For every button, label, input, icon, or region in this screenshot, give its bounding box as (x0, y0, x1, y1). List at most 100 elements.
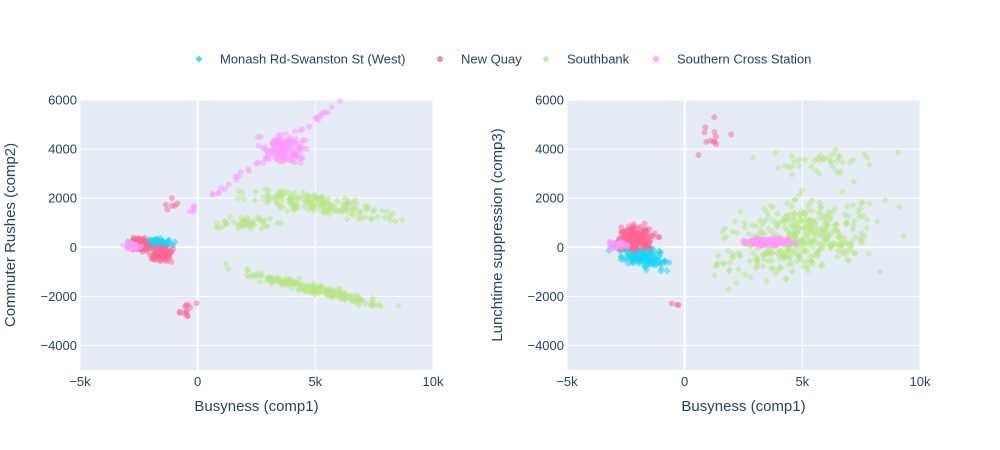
x-tick-label: 10k (910, 374, 931, 389)
data-point-southbank (849, 201, 857, 209)
data-point-monash-rd-swanston-st-west- (642, 252, 650, 260)
data-point-southbank (793, 227, 801, 236)
data-point-southbank (278, 203, 287, 211)
data-point-southbank (355, 301, 363, 309)
data-point-southbank (343, 215, 351, 223)
data-point-southbank (791, 196, 799, 204)
data-point-southbank (215, 224, 223, 232)
data-point-new-quay (639, 235, 646, 242)
data-point-southbank (357, 296, 365, 304)
data-point-southbank (340, 288, 348, 296)
data-point-southbank (803, 247, 811, 255)
data-point-southbank (798, 186, 806, 195)
data-point-new-quay (711, 114, 718, 121)
y-axis-title: Lunchtime suppression (comp3) (489, 128, 506, 341)
data-point-southbank (785, 255, 793, 263)
data-point-southbank (830, 240, 839, 248)
data-point-southbank (851, 233, 859, 242)
data-point-southbank (804, 206, 812, 215)
data-point-southbank (295, 274, 304, 283)
data-point-southbank (381, 214, 389, 222)
data-point-southbank (786, 215, 794, 223)
data-point-southern-cross-station (742, 238, 749, 245)
legend-marker (653, 56, 659, 62)
data-point-new-quay (193, 300, 200, 307)
data-point-southbank (824, 238, 833, 247)
data-point-southern-cross-station (756, 236, 763, 243)
data-point-monash-rd-swanston-st-west- (656, 249, 664, 257)
subplot-1: −5k 0 5k 10k −4000 −2000 0 2000 4000 6000 Busyness… (2, 93, 444, 416)
data-point-southbank (352, 200, 361, 208)
y-tick-label: 4000 (48, 142, 77, 157)
data-point-southbank (756, 216, 764, 225)
data-point-southern-cross-station (292, 128, 299, 135)
legend-item: New Quay (437, 52, 522, 67)
data-point-southbank (785, 261, 793, 269)
data-point-southbank (827, 214, 835, 222)
data-point-southbank (724, 247, 732, 255)
data-point-southbank (287, 195, 296, 203)
data-point-southbank (331, 288, 339, 297)
data-point-southbank (336, 289, 345, 297)
data-point-southbank (801, 155, 809, 163)
data-point-southbank (316, 281, 324, 290)
data-point-southbank (373, 213, 382, 221)
data-point-monash-rd-swanston-st-west- (652, 261, 660, 269)
data-point-southbank (807, 252, 815, 261)
data-point-southbank (243, 271, 251, 279)
data-point-southbank (895, 203, 903, 211)
data-point-southbank (837, 168, 845, 176)
data-point-new-quay (152, 244, 159, 251)
data-point-southern-cross-station (265, 152, 272, 159)
data-point-southbank (710, 271, 719, 279)
data-point-southbank (719, 259, 727, 267)
data-point-southbank (791, 222, 799, 230)
data-point-southbank (830, 226, 838, 235)
data-point-southbank (361, 213, 369, 221)
data-point-southbank (349, 211, 357, 219)
data-point-southbank (383, 207, 391, 216)
data-point-southbank (772, 269, 780, 277)
data-point-southbank (358, 215, 366, 223)
data-point-southbank (736, 252, 744, 260)
data-point-southbank (370, 206, 379, 214)
data-point-southbank (786, 252, 794, 261)
data-point-southbank (724, 285, 733, 293)
data-point-southbank (801, 219, 809, 227)
data-point-southbank (291, 205, 299, 213)
data-point-southbank (776, 254, 784, 263)
data-point-southbank (378, 206, 386, 215)
data-point-monash-rd-swanston-st-west- (658, 258, 667, 267)
data-point-southbank (850, 178, 858, 186)
data-point-southbank (245, 273, 254, 281)
data-point-new-quay (668, 300, 675, 307)
data-point-southbank (787, 259, 796, 268)
data-point-southbank (759, 262, 767, 270)
data-point-southbank (221, 260, 230, 268)
data-point-southbank (270, 193, 278, 201)
data-point-southbank (865, 200, 874, 208)
data-point-southbank (342, 207, 351, 215)
data-point-southbank (243, 267, 252, 275)
data-point-southbank (226, 213, 234, 221)
data-point-southbank (803, 257, 811, 265)
data-point-southbank (847, 244, 855, 252)
data-point-southbank (251, 273, 260, 281)
data-point-southbank (768, 249, 777, 257)
data-point-southbank (788, 267, 796, 276)
data-point-southbank (790, 245, 799, 254)
data-point-southbank (285, 280, 293, 288)
data-point-southbank (854, 208, 862, 216)
data-point-new-quay (162, 201, 169, 208)
data-point-southbank (795, 225, 804, 233)
legend-item: Southbank (542, 52, 630, 67)
data-point-southern-cross-station (299, 154, 306, 161)
data-point-southbank (357, 208, 365, 216)
data-point-southbank (311, 290, 319, 298)
data-point-southbank (801, 229, 809, 237)
data-point-southbank (287, 284, 296, 292)
data-point-southern-cross-station (190, 208, 197, 215)
y-tick-label: 0 (557, 240, 564, 255)
data-point-southbank (845, 246, 853, 254)
data-point-southbank (349, 206, 358, 214)
